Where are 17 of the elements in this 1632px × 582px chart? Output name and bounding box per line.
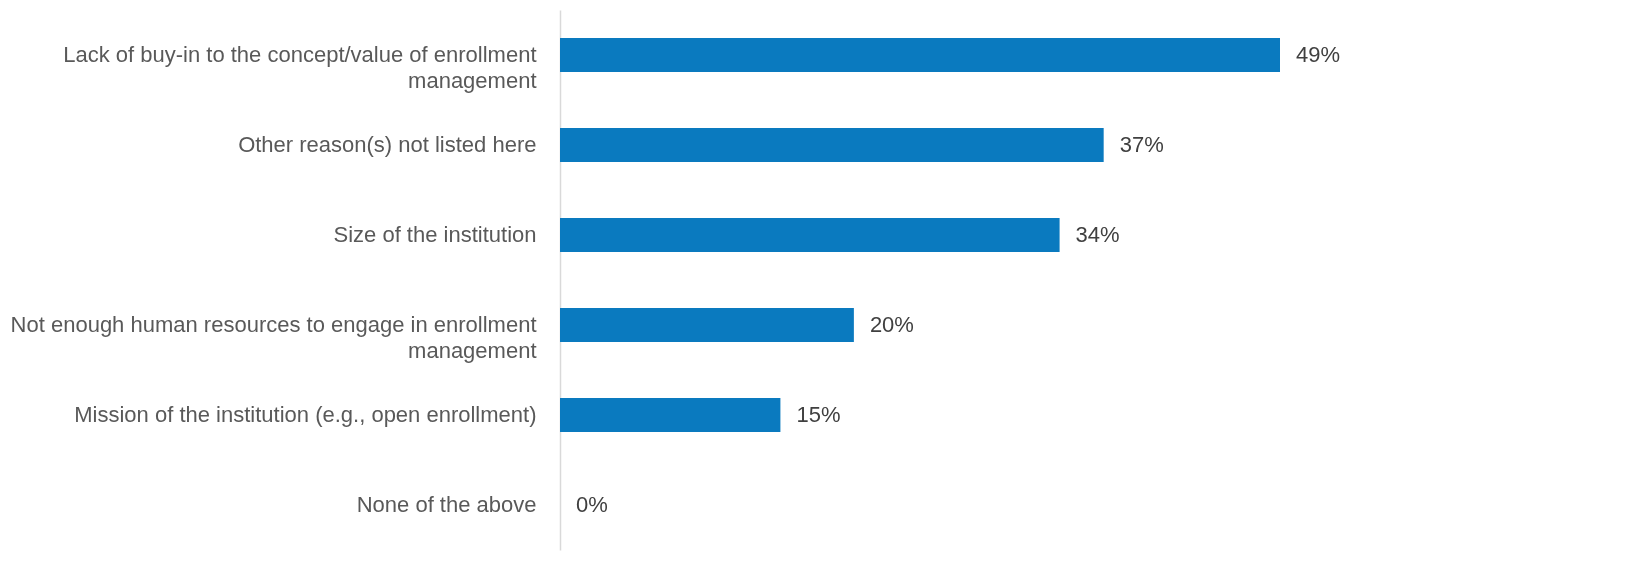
bar bbox=[560, 308, 854, 342]
bar bbox=[560, 218, 1060, 252]
data-label: 20% bbox=[869, 312, 914, 337]
y-tick-label: Size of the institution bbox=[333, 222, 537, 247]
y-tick-label: Not enough human resources to engage in enrollment management bbox=[10, 312, 537, 363]
y-tick-label: None of the above bbox=[356, 492, 537, 517]
data-label: 37% bbox=[1119, 132, 1164, 157]
y-tick-label: Other reason(s) not listed here bbox=[238, 132, 537, 157]
data-label: 49% bbox=[1296, 42, 1341, 67]
data-label: 0% bbox=[576, 492, 608, 517]
bar bbox=[560, 398, 781, 432]
bar bbox=[560, 38, 1280, 72]
y-tick-label: Lack of buy-in to the concept/value of enrollment management bbox=[63, 42, 537, 93]
bar bbox=[560, 128, 1104, 162]
data-label: 34% bbox=[1075, 222, 1120, 247]
y-tick-label: Mission of the institution (e.g., open enrollment) bbox=[74, 402, 537, 427]
data-label: 15% bbox=[796, 402, 841, 427]
